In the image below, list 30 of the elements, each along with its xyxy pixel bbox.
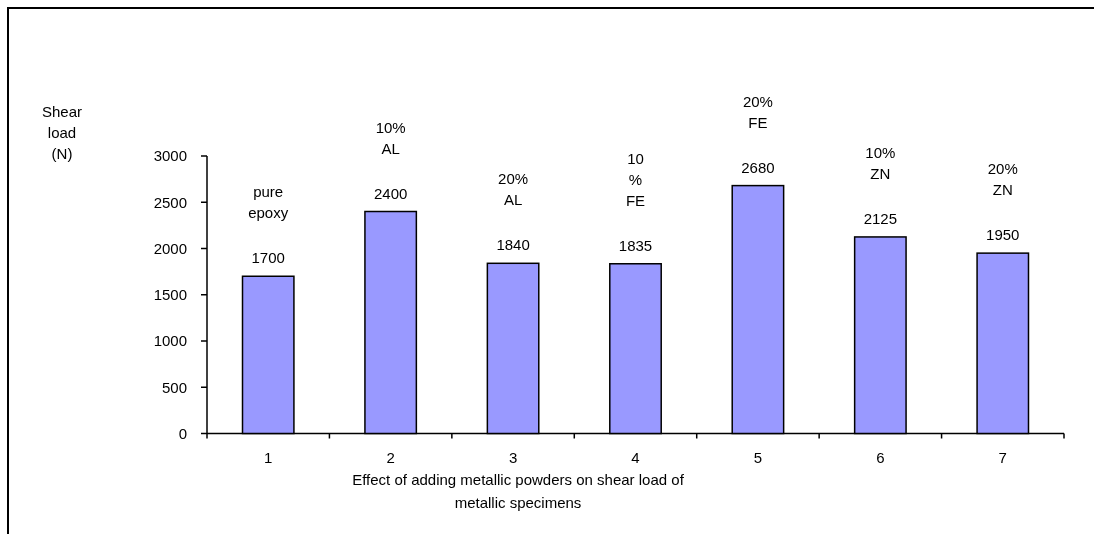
annotation: 20% AL (498, 170, 529, 209)
x-tick-label: 2 (386, 448, 395, 466)
data-label: 1950 (986, 226, 1020, 244)
annotation: 10% ZN (865, 143, 896, 182)
x-tick-label: 7 (998, 448, 1007, 466)
data-label: 2680 (741, 158, 775, 176)
data-label: 1835 (618, 236, 653, 254)
annotation: pure epoxy (248, 183, 289, 222)
x-tick-label: 5 (753, 448, 763, 466)
data-label: 2400 (373, 184, 408, 202)
y-tick-label: 1500 (153, 286, 187, 303)
x-tick-label: 4 (631, 448, 640, 466)
annotation: 20% ZN (987, 160, 1018, 199)
annotation: 10 % FE (625, 149, 646, 209)
y-tick-label: 2500 (153, 193, 187, 211)
y-axis-title: Shear load (N) (41, 103, 83, 162)
data-label: 1840 (496, 236, 530, 254)
y-tick-label: 1000 (153, 332, 187, 350)
x-tick-label: 3 (508, 448, 518, 466)
x-axis-title: Effect of adding metallic powders on shear load of metallic specimens (352, 471, 685, 511)
y-tick-label: 0 (178, 424, 187, 442)
data-label: 2125 (863, 209, 898, 227)
text: 20% FE (742, 92, 773, 131)
x-tick-label: 6 (876, 448, 885, 466)
data-label: 1700 (251, 249, 285, 267)
y-tick-label: 500 (161, 378, 187, 396)
annotation: 10% AL (375, 118, 406, 157)
y-tick-label: 3000 (153, 147, 187, 165)
x-tick-label: 1 (264, 448, 273, 466)
y-tick-label: 2000 (153, 239, 187, 257)
